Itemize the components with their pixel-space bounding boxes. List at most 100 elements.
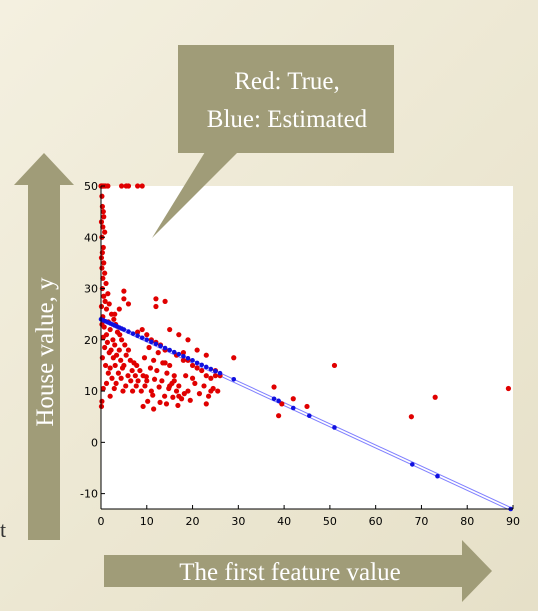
true-point-18	[100, 224, 106, 230]
true-point-21	[100, 244, 106, 251]
x-tick-label-9: 90	[506, 515, 520, 528]
true-point-11	[135, 183, 141, 189]
true-point-136	[175, 402, 181, 409]
true-point-139	[180, 350, 186, 356]
true-point-148	[201, 383, 207, 389]
estimated-point-25	[190, 358, 195, 363]
y-tick-label-0: -10	[80, 488, 98, 501]
estimated-point-29	[208, 366, 214, 372]
true-point-7	[105, 183, 111, 189]
y-tick-label-2: 10	[84, 385, 98, 398]
true-point-91	[129, 388, 136, 394]
fit-line-2	[100, 320, 511, 511]
true-point-123	[176, 383, 182, 389]
true-point-182	[432, 394, 438, 400]
x-axis-arrow	[104, 540, 492, 602]
true-point-50	[104, 339, 111, 345]
x-tick-label-3: 30	[231, 515, 245, 528]
estimated-point-30	[213, 368, 218, 374]
true-point-68	[134, 362, 140, 369]
estimated-point-13	[135, 333, 140, 339]
true-point-16	[101, 214, 107, 220]
true-point-121	[159, 378, 165, 384]
true-point-73	[105, 370, 111, 376]
estimated-point-18	[158, 343, 163, 349]
true-point-102	[139, 326, 145, 333]
estimated-point-31	[217, 370, 223, 376]
y-tick-label-5: 40	[84, 231, 98, 244]
true-point-61	[110, 355, 116, 361]
true-point-157	[183, 373, 189, 379]
true-point-110	[155, 350, 161, 356]
true-point-129	[162, 393, 168, 399]
true-point-101	[112, 311, 118, 317]
true-point-15	[100, 209, 106, 215]
true-point-47	[100, 334, 106, 340]
estimated-point-27	[199, 362, 205, 368]
true-point-143	[199, 367, 205, 374]
estimated-point-11	[126, 329, 131, 334]
true-point-114	[167, 362, 173, 369]
true-point-159	[162, 360, 168, 366]
true-point-135	[163, 401, 170, 407]
estimated-point-19	[162, 345, 168, 351]
true-point-167	[185, 337, 191, 343]
true-point-158	[189, 375, 196, 381]
true-point-24	[101, 260, 107, 266]
true-point-28	[103, 280, 109, 287]
true-point-117	[164, 370, 170, 376]
y-tick-label-6: 50	[84, 180, 98, 193]
true-point-83	[103, 380, 110, 386]
true-point-109	[146, 344, 152, 351]
true-point-172	[208, 388, 214, 394]
true-point-180	[331, 362, 338, 369]
true-point-124	[156, 384, 162, 390]
true-point-156	[171, 378, 177, 384]
estimated-point-33	[271, 396, 277, 402]
true-point-94	[99, 398, 105, 404]
true-point-141	[189, 362, 196, 369]
true-point-166	[176, 332, 182, 338]
true-point-146	[212, 373, 219, 379]
true-point-151	[205, 393, 212, 399]
true-point-179	[304, 403, 310, 410]
true-point-176	[276, 413, 282, 419]
true-point-181	[408, 414, 414, 420]
true-point-97	[121, 288, 127, 294]
x-tick-label-8: 80	[460, 515, 474, 528]
true-point-38	[111, 316, 117, 322]
estimated-point-38	[409, 462, 415, 467]
true-point-88	[100, 385, 106, 392]
true-point-59	[123, 352, 129, 358]
true-point-173	[203, 401, 209, 407]
true-point-12	[139, 183, 145, 189]
true-point-161	[180, 357, 186, 363]
estimated-point-16	[149, 339, 154, 345]
true-point-168	[194, 347, 200, 353]
x-tick-label-7: 70	[414, 515, 428, 528]
true-point-57	[106, 350, 112, 356]
true-point-43	[107, 326, 113, 333]
estimated-point-22	[176, 351, 182, 357]
true-point-133	[145, 398, 151, 404]
true-point-145	[208, 375, 214, 381]
true-point-69	[107, 365, 113, 371]
estimated-point-37	[332, 425, 337, 430]
true-point-138	[151, 406, 157, 412]
x-tick-label-1: 10	[140, 515, 154, 528]
true-point-162	[153, 303, 159, 310]
true-point-82	[144, 378, 150, 384]
true-point-137	[140, 403, 146, 410]
true-point-116	[154, 367, 160, 374]
true-point-13	[99, 193, 105, 199]
true-point-90	[120, 388, 126, 394]
true-point-86	[133, 383, 139, 389]
y-tick-label-1: 0	[91, 436, 98, 449]
true-point-85	[123, 383, 129, 389]
estimated-point-39	[435, 473, 440, 479]
true-point-87	[142, 383, 148, 389]
estimated-point-24	[185, 355, 191, 361]
estimated-point-35	[290, 405, 296, 411]
true-point-62	[118, 357, 124, 363]
